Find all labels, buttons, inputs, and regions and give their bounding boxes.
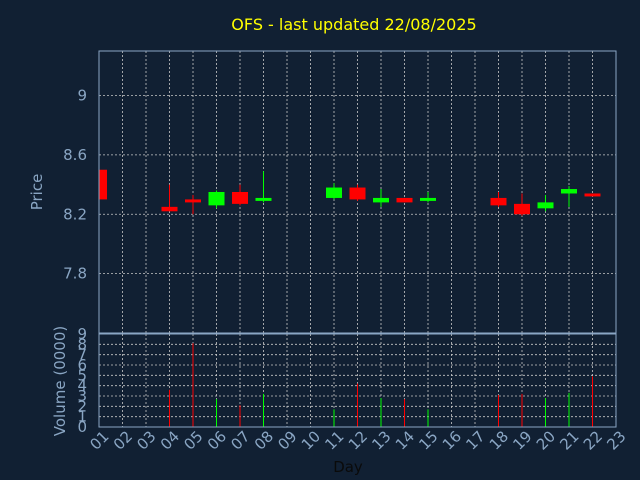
volume-tick-label: 2 [77, 397, 87, 415]
candle-body [99, 169, 107, 200]
price-candles [98, 169, 601, 216]
volume-tick-label: 7 [77, 346, 87, 364]
candle-body [208, 192, 225, 206]
candle-body [326, 187, 342, 198]
volume-tick-label: 1 [77, 408, 87, 426]
volume-tick-label: 3 [77, 387, 87, 405]
candle-body [514, 203, 530, 215]
volume-axis-label: Volume (0000) [51, 326, 69, 436]
candle-body [255, 197, 272, 201]
price-tick-label: 8.2 [63, 205, 87, 223]
candle-body [373, 197, 389, 203]
candle-body [232, 192, 248, 204]
volume-tick-label: 0 [77, 418, 87, 436]
candle-body [396, 197, 413, 203]
price-tick-label: 7.8 [63, 265, 87, 283]
candle-body [490, 197, 507, 206]
candle-body [161, 206, 178, 212]
volume-tick-label: 5 [77, 366, 87, 384]
price-panel-frame [98, 50, 617, 334]
candle-body [584, 193, 601, 197]
price-tick-label: 8.6 [63, 146, 87, 164]
volume-panel-frame [98, 333, 617, 428]
candle-body [561, 189, 577, 194]
panel-frames [98, 50, 617, 428]
chart-title: OFS - last updated 22/08/2025 [231, 15, 476, 34]
candle-body [185, 199, 201, 203]
volume-tick-label: 6 [77, 356, 87, 374]
candle-body [349, 187, 366, 200]
candle-body [420, 197, 436, 201]
volume-tick-label: 9 [77, 325, 87, 343]
x-axis-label: Day [333, 458, 363, 476]
price-axis-label: Price [28, 174, 46, 211]
volume-bars [98, 343, 593, 427]
volume-tick-label: 4 [77, 377, 87, 395]
candle-body [537, 202, 554, 209]
price-tick-label: 9 [77, 87, 87, 105]
volume-tick-label: 8 [77, 335, 87, 353]
